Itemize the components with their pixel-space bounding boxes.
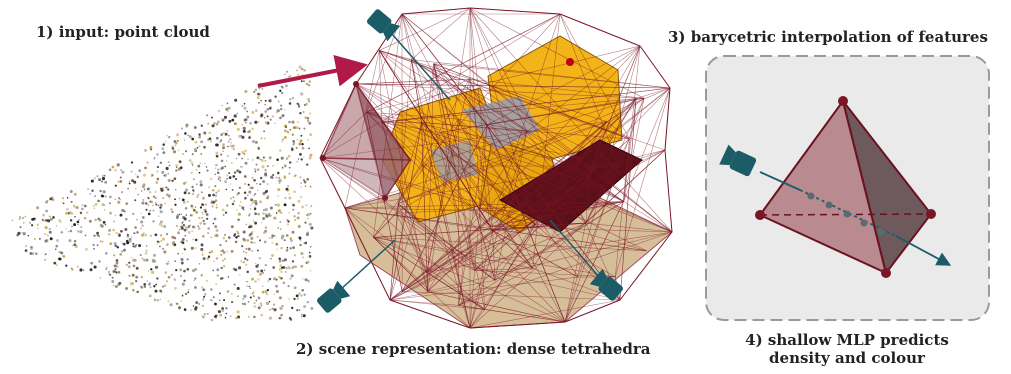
camera-icon <box>317 280 351 313</box>
step4-line1: 4) shallow MLP predicts <box>745 331 949 349</box>
step4-line2: density and colour <box>769 349 925 367</box>
step1-label: 1) input: point cloud <box>36 23 210 41</box>
step4-label: 4) shallow MLP predicts density and colo… <box>732 331 962 367</box>
camera-icon <box>719 144 757 177</box>
point-cloud <box>11 65 314 322</box>
step3-label: 3) barycetric interpolation of features <box>668 28 988 46</box>
interpolation-panel <box>705 55 990 321</box>
step2-label: 2) scene representation: dense tetrahedr… <box>296 340 651 358</box>
arrow-icon <box>257 54 368 88</box>
tetrahedra-scene <box>319 7 673 329</box>
camera-icon <box>589 268 623 301</box>
camera-icon <box>367 9 401 42</box>
